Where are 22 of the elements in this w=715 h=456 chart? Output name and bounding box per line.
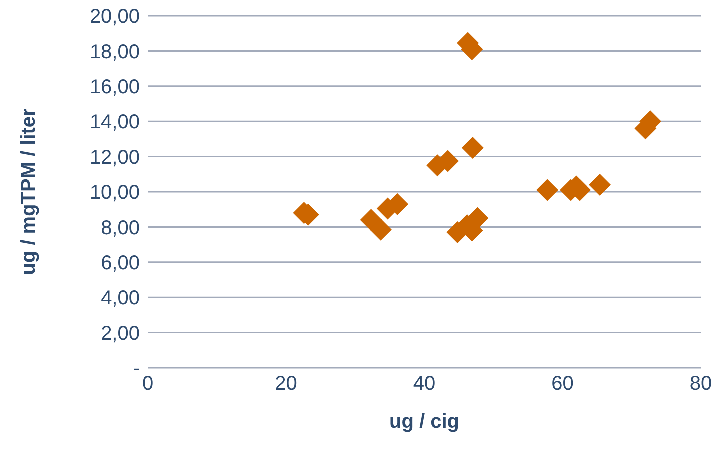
x-tick-label: 20	[275, 373, 298, 396]
y-tick-label: 18,00	[90, 41, 140, 64]
y-tick-label: 16,00	[90, 76, 140, 98]
x-tick-label: 0	[142, 373, 154, 396]
point	[370, 218, 392, 241]
y-tick-label: 8,00	[101, 217, 140, 240]
y-tick-label: 2,00	[101, 322, 140, 345]
point	[536, 179, 559, 202]
x-tick-label: 40	[413, 373, 436, 396]
y-tick-label: 14,00	[90, 112, 140, 134]
y-axis-title: ug / mgTPM / liter	[18, 108, 40, 276]
point	[462, 137, 484, 159]
y-tick-label: 6,00	[101, 252, 140, 274]
point	[589, 174, 612, 196]
y-tick-label: 20,00	[90, 6, 140, 28]
y-tick-label: -	[133, 358, 140, 380]
y-tick-label: 10,00	[90, 182, 140, 204]
x-tick-label: 60	[552, 373, 574, 396]
x-tick-label: 80	[690, 373, 712, 396]
y-tick-label: 12,00	[90, 146, 140, 169]
y-tick-label: 4,00	[101, 288, 140, 310]
x-axis-title: ug / cig	[390, 411, 460, 433]
